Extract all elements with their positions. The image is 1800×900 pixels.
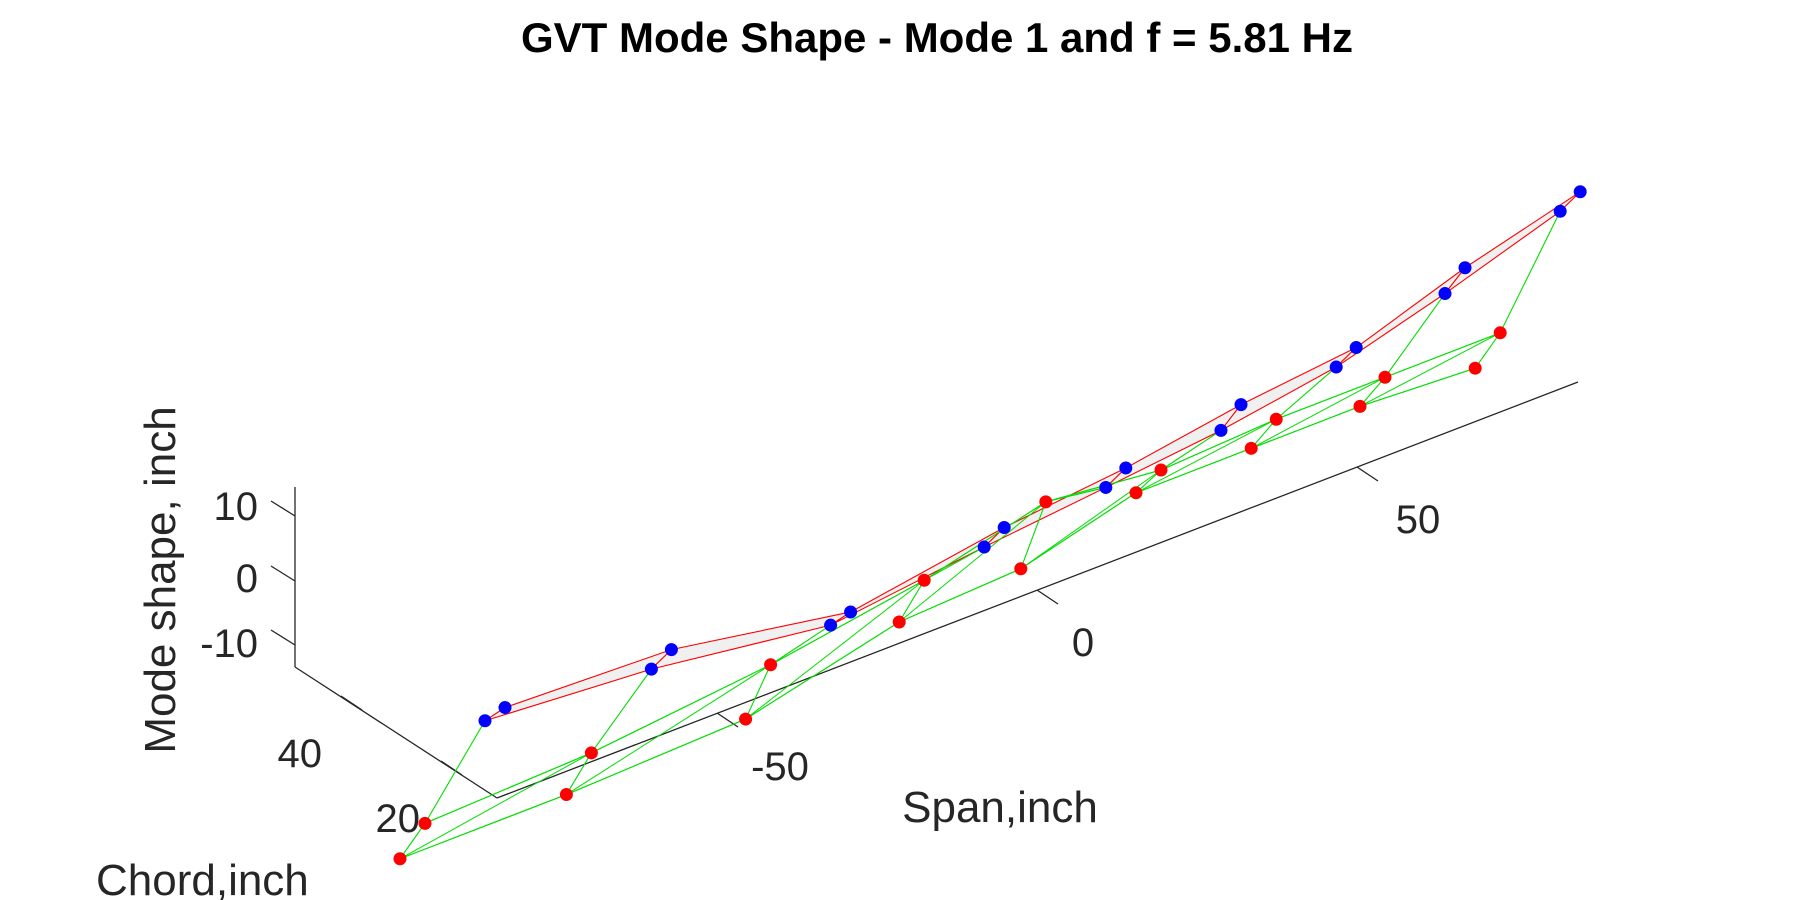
red-measurement-point bbox=[1154, 463, 1168, 477]
plot-area bbox=[393, 185, 1587, 866]
red-measurement-point bbox=[892, 615, 906, 629]
blue-measurement-point bbox=[1458, 261, 1472, 275]
red-measurement-point bbox=[1353, 399, 1367, 413]
mode-shape-connector bbox=[1275, 366, 1337, 420]
chord-tick-label: 40 bbox=[278, 732, 323, 776]
blue-measurement-point bbox=[1438, 287, 1452, 301]
mode-shape-connector bbox=[590, 668, 652, 754]
mode-shape-diagonal bbox=[898, 501, 1047, 623]
mode-shape-connector bbox=[399, 823, 426, 860]
mode-shape-connector bbox=[1499, 211, 1561, 334]
red-measurement-point bbox=[559, 788, 573, 802]
red-measurement-point bbox=[739, 712, 753, 726]
chord-tick-mark bbox=[440, 760, 463, 776]
chord-axis-line bbox=[294, 666, 498, 799]
red-measurement-point bbox=[1129, 486, 1143, 500]
mode-shape-connector bbox=[923, 546, 985, 581]
blue-measurement-point bbox=[1573, 185, 1587, 199]
red-measurement-point bbox=[1014, 562, 1028, 576]
red-measurement-point bbox=[764, 658, 778, 672]
mode-shape-diagonal bbox=[1135, 418, 1277, 494]
mode-shape-diagonal bbox=[1359, 332, 1501, 407]
red-measurement-point bbox=[1468, 361, 1482, 375]
blue-measurement-point bbox=[478, 714, 492, 728]
blue-measurement-point bbox=[824, 618, 838, 632]
mode-shape-diagonal bbox=[1250, 376, 1386, 449]
mode-shape-connector bbox=[1384, 293, 1446, 378]
red-measurement-point bbox=[584, 746, 598, 760]
mode-shape-tick-label: 10 bbox=[214, 485, 259, 529]
red-measurement-point bbox=[1378, 370, 1392, 384]
span-tick-label: 50 bbox=[1396, 498, 1441, 542]
red-measurement-point bbox=[418, 816, 432, 830]
chord-tick-mark bbox=[340, 695, 363, 711]
blue-measurement-point bbox=[1553, 204, 1567, 218]
chart-title: GVT Mode Shape - Mode 1 and f = 5.81 Hz bbox=[521, 14, 1353, 61]
mode-shape-connector bbox=[1160, 429, 1222, 471]
mode-shape-diagonal bbox=[1020, 469, 1162, 570]
mode-shape-connector bbox=[770, 624, 831, 666]
span-tick-mark bbox=[1356, 466, 1379, 482]
blue-measurement-point bbox=[997, 520, 1011, 534]
span-axis-label: Span,inch bbox=[902, 783, 1098, 832]
mode-shape-connector bbox=[898, 580, 925, 623]
mode-shape-tick-mark bbox=[270, 565, 296, 582]
mode-shape-connector bbox=[1045, 486, 1106, 503]
red-measurement-point bbox=[917, 573, 931, 587]
span-tick-label: -50 bbox=[751, 745, 809, 789]
red-measurement-point bbox=[1269, 412, 1283, 426]
mode-shape-tick-mark bbox=[270, 500, 296, 517]
mode-shape-connector bbox=[745, 664, 772, 720]
blue-measurement-point bbox=[977, 540, 991, 554]
red-measurement-point bbox=[1039, 495, 1053, 509]
mode-shape-connector bbox=[1020, 501, 1047, 569]
blue-measurement-point bbox=[1119, 461, 1133, 475]
span-tick-label: 0 bbox=[1072, 621, 1094, 665]
blue-measurement-point bbox=[664, 643, 678, 657]
mode-shape-axis-label: Mode shape, inch bbox=[136, 406, 185, 753]
red-measurement-point bbox=[1244, 441, 1258, 455]
mode-shape-connector bbox=[565, 752, 592, 795]
blue-measurement-point bbox=[1349, 341, 1363, 355]
blue-measurement-point bbox=[498, 701, 512, 715]
mode-shape-connector bbox=[424, 720, 486, 824]
blue-measurement-point bbox=[1329, 360, 1343, 374]
blue-measurement-point bbox=[644, 662, 658, 676]
blue-measurement-point bbox=[844, 605, 858, 619]
span-tick-mark bbox=[716, 712, 739, 728]
mode-shape-tick-label: -10 bbox=[200, 622, 258, 666]
mode-shape-connector bbox=[1474, 332, 1501, 369]
chord-axis-label: Chord,inch bbox=[96, 856, 309, 900]
blue-measurement-point bbox=[1234, 398, 1248, 412]
red-measurement-point bbox=[393, 852, 407, 866]
chord-tick-label: 20 bbox=[376, 797, 421, 841]
axes-box: -50 0 50 20 40 -10 0 10 Span,inch Chord,… bbox=[96, 381, 1579, 900]
mode-shape-diagonal bbox=[745, 579, 925, 720]
blue-measurement-point bbox=[1099, 480, 1113, 494]
mode-shape-diagonal bbox=[566, 664, 771, 795]
red-measurement-point bbox=[1493, 326, 1507, 340]
blue-measurement-point bbox=[1214, 423, 1228, 437]
span-tick-mark bbox=[1036, 589, 1059, 605]
mode-shape-tick-mark bbox=[270, 629, 296, 646]
mode-shape-diagonal bbox=[399, 752, 592, 860]
mode-shape-tick-label: 0 bbox=[236, 557, 258, 601]
